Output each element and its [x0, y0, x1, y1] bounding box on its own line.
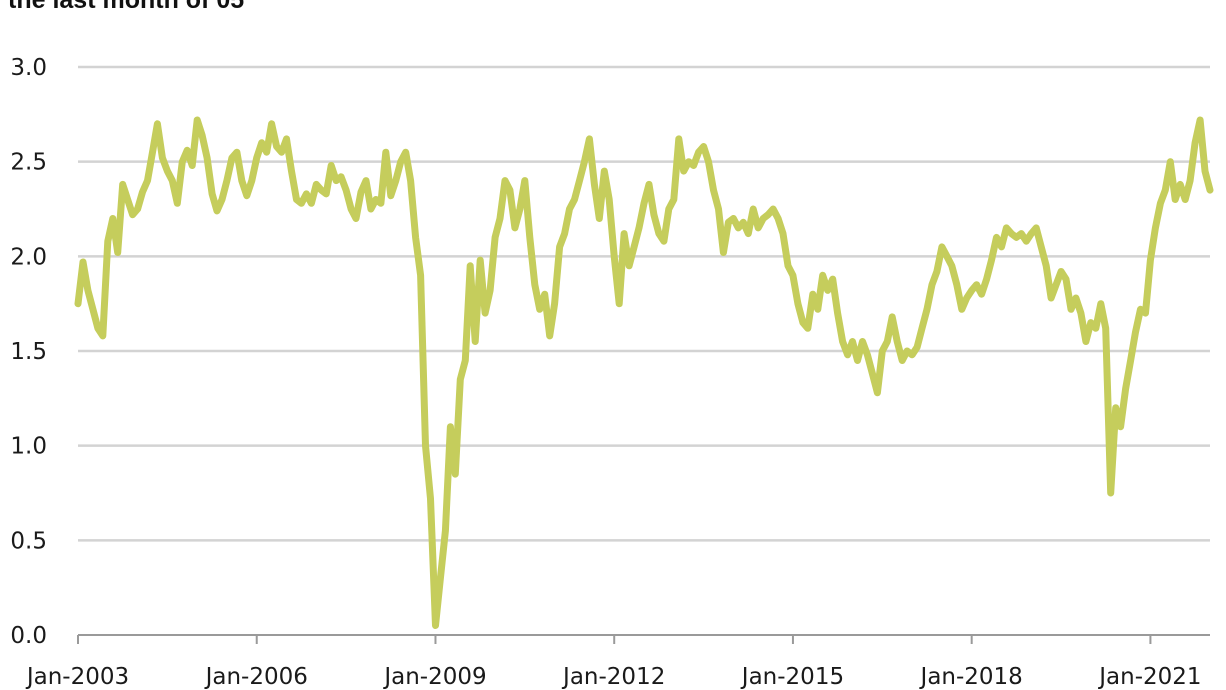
- x-tick-label: Jan-2015: [740, 664, 844, 690]
- x-tick-label: Jan-2018: [919, 664, 1023, 690]
- y-tick-label: 0.0: [10, 623, 47, 649]
- y-tick-label: 1.0: [10, 434, 47, 460]
- x-tick-label: Jan-2021: [1097, 664, 1201, 690]
- y-tick-label: 3.0: [10, 55, 47, 81]
- x-tick-label: Jan-2009: [382, 664, 486, 690]
- x-tick-label: Jan-2006: [204, 664, 308, 690]
- x-tick-label: Jan-2003: [25, 664, 129, 690]
- grid-lines: [78, 65, 1210, 542]
- y-tick-label: 1.5: [10, 339, 47, 365]
- y-axis-tick-labels: 0.0 0.5 1.0 1.5 2.0 2.5 3.0: [10, 55, 47, 649]
- y-tick-label: 2.0: [10, 244, 47, 270]
- x-axis-tick-labels: Jan-2003 Jan-2006 Jan-2009 Jan-2012 Jan-2015…: [25, 664, 1202, 690]
- series-line: [74, 116, 1214, 629]
- y-tick-label: 2.5: [10, 150, 47, 176]
- chart-title: the last month of 05: [8, 0, 245, 14]
- x-axis-ticks: [77, 635, 1152, 644]
- x-tick-label: Jan-2012: [561, 664, 665, 690]
- y-tick-label: 0.5: [10, 528, 47, 554]
- series-layer: [74, 116, 1214, 629]
